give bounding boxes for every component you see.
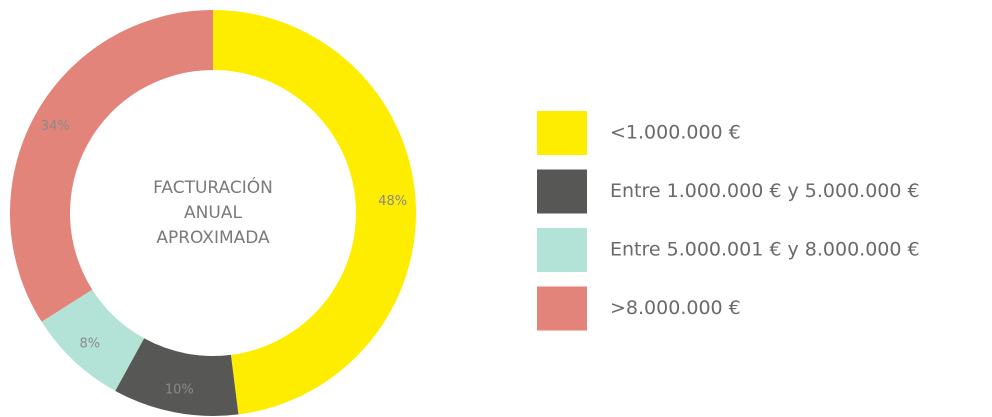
donut-segment	[213, 10, 417, 415]
legend-swatch	[537, 228, 587, 272]
donut-segment	[115, 338, 239, 416]
data-label: 34%	[41, 119, 70, 134]
legend-swatch	[537, 111, 587, 155]
legend-label: Entre 1.000.000 € y 5.000.000 €	[610, 180, 920, 202]
donut-segment	[41, 289, 145, 391]
data-label: 10%	[165, 382, 194, 397]
legend-swatch	[537, 169, 587, 214]
donut-segment	[10, 10, 214, 322]
center-text: FACTURACIÓN	[153, 176, 273, 198]
legend-label: >8.000.000 €	[610, 297, 741, 319]
data-label: 48%	[378, 194, 407, 209]
legend-label: Entre 5.000.001 € y 8.000.000 €	[610, 239, 920, 261]
legend-swatch	[537, 286, 587, 331]
center-text: APROXIMADA	[156, 228, 270, 248]
legend-label: <1.000.000 €	[610, 122, 741, 144]
center-text: ANUAL	[184, 203, 242, 223]
data-label: 8%	[79, 337, 100, 352]
